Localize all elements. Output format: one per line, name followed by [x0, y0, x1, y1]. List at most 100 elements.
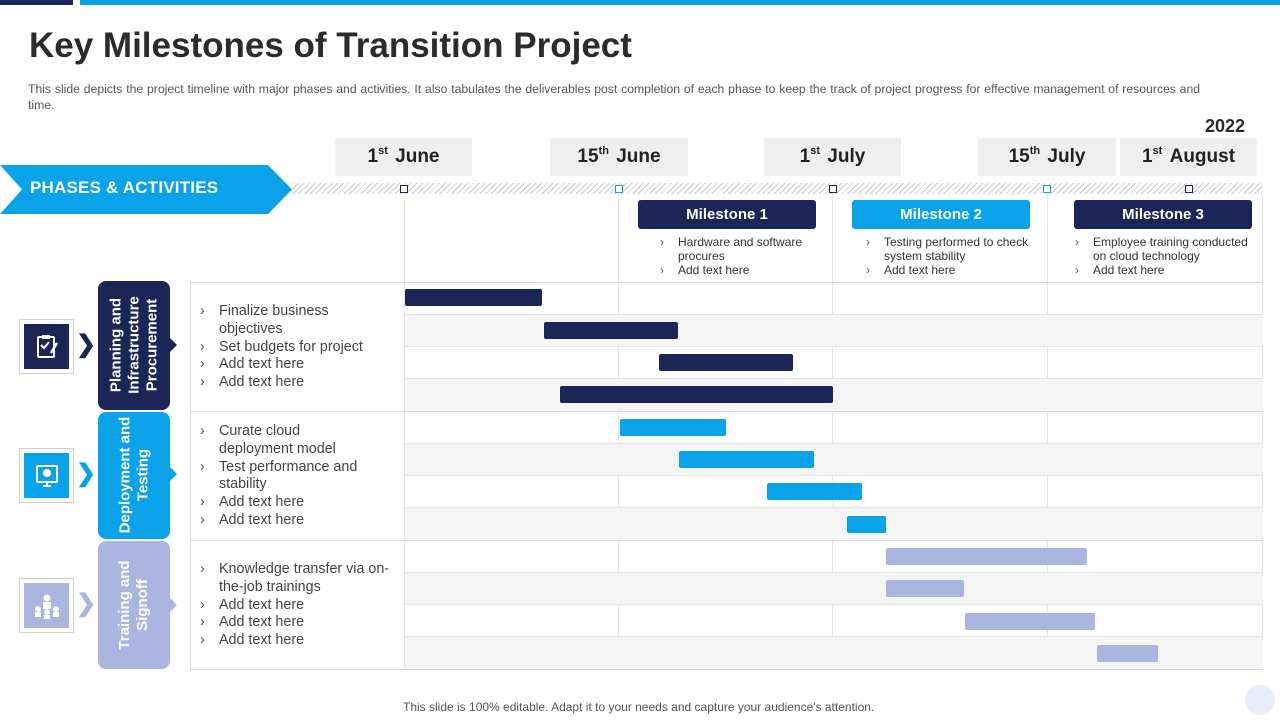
list-item: Add text here: [866, 263, 1038, 277]
phase-tab-planning: Planning and Infrastructure Procurement: [98, 281, 170, 410]
grid-line: [190, 540, 1263, 541]
grid-line: [832, 194, 833, 670]
list-item: Test performance and stability: [200, 459, 360, 495]
list-item: Add text here: [200, 632, 400, 650]
planning-clipboard-icon: [24, 324, 69, 369]
list-item: Add text here: [200, 614, 400, 632]
gantt-bar: [767, 483, 862, 500]
activities-deployment: Curate cloud deployment model Test perfo…: [200, 423, 360, 530]
grid-line: [1262, 194, 1263, 670]
list-item: Finalize business objectives: [200, 303, 380, 339]
grid-line: [190, 669, 1263, 670]
planning-icon-box: [19, 319, 74, 374]
tab-arrow: [170, 598, 177, 612]
chevron-right-icon: ❯: [76, 460, 97, 487]
list-item: Set budgets for project: [200, 339, 380, 357]
grid-line: [190, 282, 191, 670]
grid-line: [405, 572, 1263, 573]
row-shade: [405, 315, 1263, 347]
activities-planning: Finalize business objectives Set budgets…: [200, 303, 380, 392]
grid-line: [190, 282, 1263, 283]
grid-line: [618, 194, 619, 670]
gantt-bar: [405, 289, 542, 306]
activities-training: Knowledge transfer via on-the-job traini…: [200, 561, 400, 650]
gantt-bar: [886, 548, 1087, 565]
top-accent-dark: [0, 0, 73, 5]
grid-line: [190, 411, 1263, 412]
timeline-marker: [829, 185, 837, 193]
list-item: Hardware and software procures: [660, 235, 828, 263]
gantt-bar: [679, 451, 814, 468]
timeline-marker: [1043, 185, 1051, 193]
tab-arrow: [170, 338, 177, 352]
grid-line: [405, 378, 1263, 379]
milestone-3-badge: Milestone 3: [1074, 200, 1252, 229]
list-item: Add text here: [200, 374, 380, 392]
phase-tab-label: Training and Signoff: [116, 560, 151, 650]
footer-note: This slide is 100% editable. Adapt it to…: [403, 700, 875, 714]
grid-line: [405, 443, 1263, 444]
training-group-icon: [24, 583, 69, 628]
timeline-marker: [400, 185, 408, 193]
phases-banner: [0, 165, 292, 214]
grid-line: [404, 194, 405, 670]
tab-arrow: [170, 467, 177, 481]
grid-line: [405, 475, 1263, 476]
row-shade: [405, 379, 1263, 411]
milestone-2-list: Testing performed to check system stabil…: [866, 235, 1038, 277]
list-item: Add text here: [200, 597, 400, 615]
gantt-bar: [560, 386, 833, 403]
row-shade: [405, 508, 1263, 540]
phase-tab-training: Training and Signoff: [98, 541, 170, 669]
cloud-deployment-icon: [24, 453, 69, 498]
milestone-2-badge: Milestone 2: [852, 200, 1030, 229]
gantt-bar: [1097, 645, 1158, 662]
timeline-marker: [1185, 185, 1193, 193]
gantt-bar: [886, 580, 964, 597]
gantt-bar: [847, 516, 886, 533]
page-title: Key Milestones of Transition Project: [29, 26, 632, 65]
page-subtitle: This slide depicts the project timeline …: [28, 82, 1200, 112]
grid-line: [1047, 194, 1048, 670]
list-item: Add text here: [200, 356, 380, 374]
deployment-icon-box: [19, 448, 74, 503]
list-item: Add text here: [200, 494, 360, 512]
chevron-right-icon: ❯: [76, 590, 97, 617]
list-item: Curate cloud deployment model: [200, 423, 360, 459]
list-item: Add text here: [200, 512, 360, 530]
milestone-3-list: Employee training conducted on cloud tec…: [1075, 235, 1260, 277]
row-shade: [405, 444, 1263, 476]
phase-tab-label: Planning and Infrastructure Procurement: [107, 296, 161, 394]
grid-line: [405, 314, 1263, 315]
phase-tab-label: Deployment and Testing: [116, 416, 152, 534]
training-icon-box: [19, 578, 74, 633]
gantt-bar: [620, 419, 726, 436]
row-shade: [405, 573, 1263, 605]
timeline-marker: [615, 185, 623, 193]
grid-line: [405, 507, 1263, 508]
grid-line: [405, 604, 1263, 605]
grid-line: [405, 636, 1263, 637]
top-accent-blue: [80, 0, 1280, 5]
phase-tab-deployment: Deployment and Testing: [98, 412, 170, 539]
chevron-right-icon: ❯: [76, 331, 97, 358]
phases-banner-label: PHASES & ACTIVITIES: [30, 178, 219, 197]
corner-decoration: [1245, 685, 1275, 715]
gantt-bar: [544, 322, 678, 339]
year-label: 2022: [1205, 116, 1246, 136]
list-item: Add text here: [1075, 263, 1260, 277]
gantt-bar: [965, 613, 1095, 630]
list-item: Knowledge transfer via on-the-job traini…: [200, 561, 400, 597]
list-item: Employee training conducted on cloud tec…: [1075, 235, 1260, 263]
list-item: Testing performed to check system stabil…: [866, 235, 1038, 263]
milestone-1-badge: Milestone 1: [638, 200, 816, 229]
list-item: Add text here: [660, 263, 828, 277]
grid-line: [405, 346, 1263, 347]
timeline-hatch-band: [292, 183, 1262, 194]
milestone-1-list: Hardware and software procures Add text …: [660, 235, 828, 277]
